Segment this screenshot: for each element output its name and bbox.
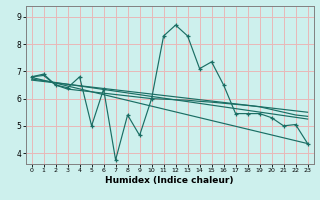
- X-axis label: Humidex (Indice chaleur): Humidex (Indice chaleur): [105, 176, 234, 185]
